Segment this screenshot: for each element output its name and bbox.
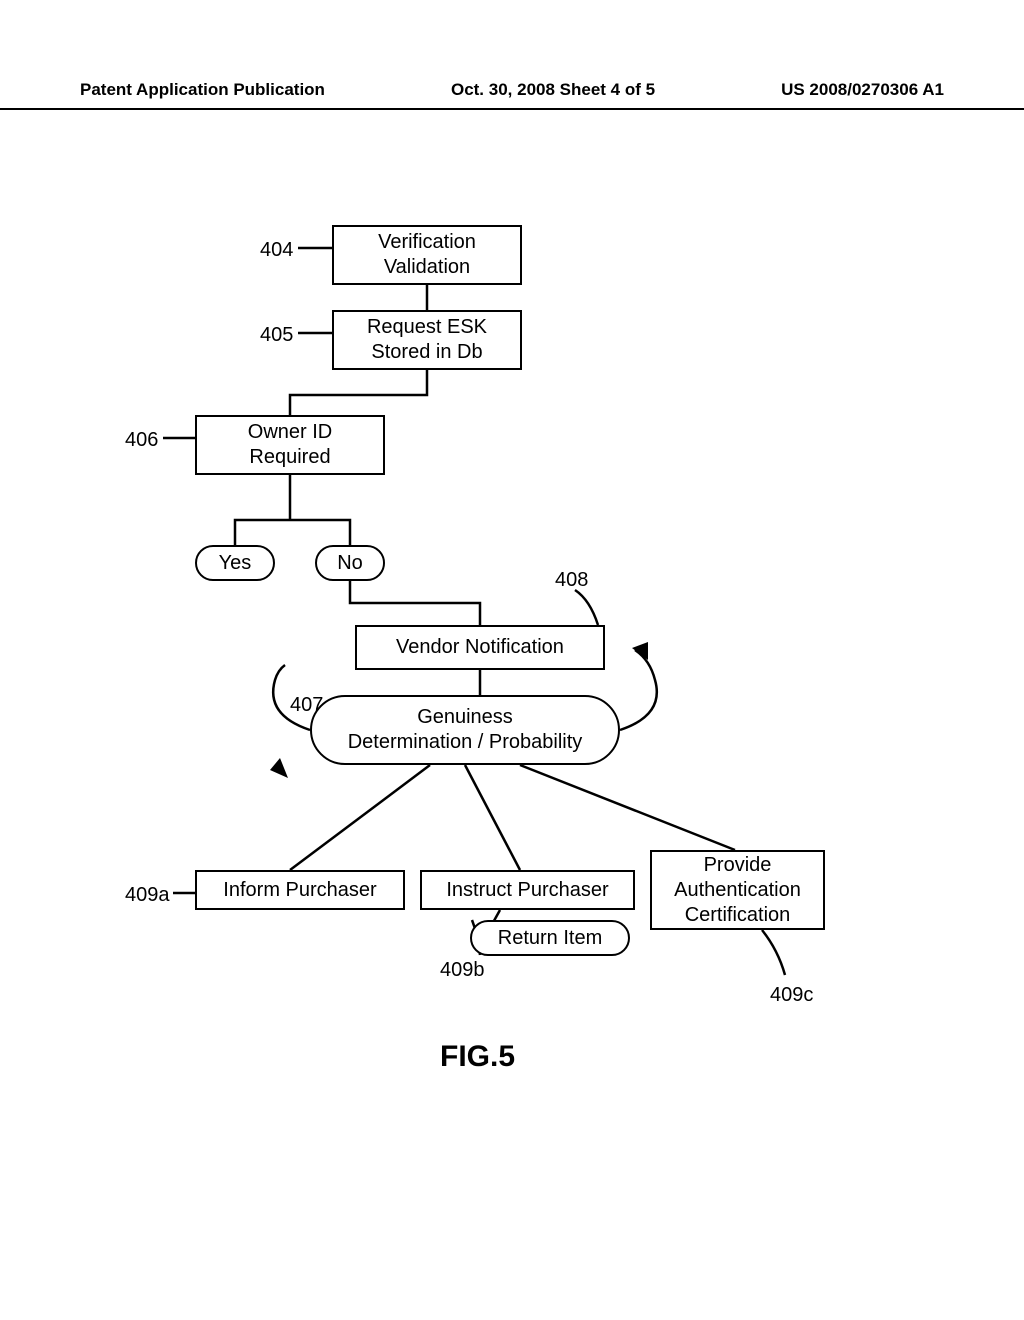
node-n409a: Inform Purchaser — [195, 870, 405, 910]
ref-r404: 404 — [260, 240, 293, 260]
ref-r406: 406 — [125, 430, 158, 450]
figure-label: FIG.5 — [440, 1040, 515, 1074]
node-n405: Request ESK Stored in Db — [332, 310, 522, 370]
ref-r409a: 409a — [125, 885, 170, 905]
ref-r409b: 409b — [440, 960, 485, 980]
ref-r405: 405 — [260, 325, 293, 345]
ref-r409c: 409c — [770, 985, 813, 1005]
node-no: No — [315, 545, 385, 581]
node-n404: Verification Validation — [332, 225, 522, 285]
node-n409c: Provide Authentication Certification — [650, 850, 825, 930]
node-yes: Yes — [195, 545, 275, 581]
ref-r408: 408 — [555, 570, 588, 590]
node-n406: Owner ID Required — [195, 415, 385, 475]
node-n408: Vendor Notification — [355, 625, 605, 670]
ref-r407: 407 — [290, 695, 323, 715]
node-return_item: Return Item — [470, 920, 630, 956]
node-n409b: Instruct Purchaser — [420, 870, 635, 910]
node-n407: Genuiness Determination / Probability — [310, 695, 620, 765]
